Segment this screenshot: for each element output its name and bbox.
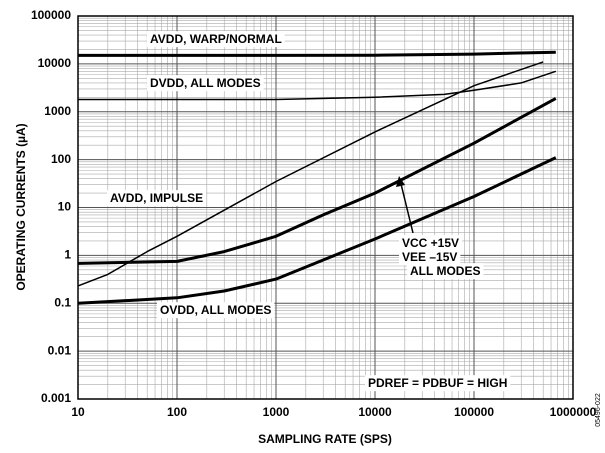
x-tick-label: 10 bbox=[71, 405, 85, 419]
x-tick-label: 100000 bbox=[454, 405, 494, 419]
lines bbox=[77, 50, 557, 305]
x-tick-label: 100 bbox=[167, 405, 187, 419]
annotation: ALL MODES bbox=[410, 264, 480, 278]
y-tick-label: 1000 bbox=[44, 104, 71, 118]
annotation-bg bbox=[399, 249, 461, 266]
plot-frame bbox=[77, 15, 574, 400]
annotation-bg bbox=[399, 235, 463, 252]
figure-code: 05496-022 bbox=[595, 393, 602, 427]
series-line bbox=[77, 97, 557, 265]
y-tick-label: 100000 bbox=[31, 8, 71, 22]
annotation-bg bbox=[157, 302, 275, 319]
annotation: OVDD, ALL MODES bbox=[160, 303, 271, 317]
y-axis-label: OPERATING CURRENTS (µA) bbox=[14, 123, 28, 290]
annotation-bg bbox=[407, 263, 484, 280]
y-tick-label: 0.1 bbox=[54, 295, 71, 309]
x-axis-label: SAMPLING RATE (SPS) bbox=[258, 432, 392, 446]
y-tick-label: 10 bbox=[58, 200, 72, 214]
x-tick-label: 1000000 bbox=[550, 405, 597, 419]
series-line bbox=[78, 70, 557, 101]
annotations: AVDD, WARP/NORMAL DVDD, ALL MODES AVDD, IM… bbox=[107, 31, 602, 427]
x-tick-label: 10000 bbox=[358, 405, 392, 419]
y-tick-label: 10000 bbox=[38, 56, 72, 70]
annotation-bg bbox=[147, 31, 285, 48]
annotation: PDREF = PDBUF = HIGH bbox=[368, 376, 507, 390]
series-line bbox=[77, 61, 544, 287]
series-line bbox=[78, 50, 556, 57]
annotation: AVDD, WARP/NORMAL bbox=[150, 32, 282, 46]
annotation: AVDD, IMPULSE bbox=[110, 191, 203, 205]
y-tick-label: 100 bbox=[51, 152, 71, 166]
series-line bbox=[77, 156, 557, 305]
annotation-bg bbox=[147, 75, 264, 92]
arrow-head bbox=[396, 176, 405, 187]
x-tick-label: 1000 bbox=[263, 405, 290, 419]
grid bbox=[77, 15, 574, 400]
annotation: VEE –15V bbox=[402, 250, 457, 264]
annotation-bg bbox=[107, 190, 207, 207]
y-tick-label: 0.001 bbox=[41, 391, 71, 405]
arrow bbox=[400, 183, 414, 234]
annotation: DVDD, ALL MODES bbox=[150, 76, 261, 90]
y-tick-label: 0.01 bbox=[48, 343, 72, 357]
annotation-bg bbox=[365, 375, 511, 392]
y-tick-label: 1 bbox=[64, 248, 71, 262]
annotation: VCC +15V bbox=[402, 236, 459, 250]
